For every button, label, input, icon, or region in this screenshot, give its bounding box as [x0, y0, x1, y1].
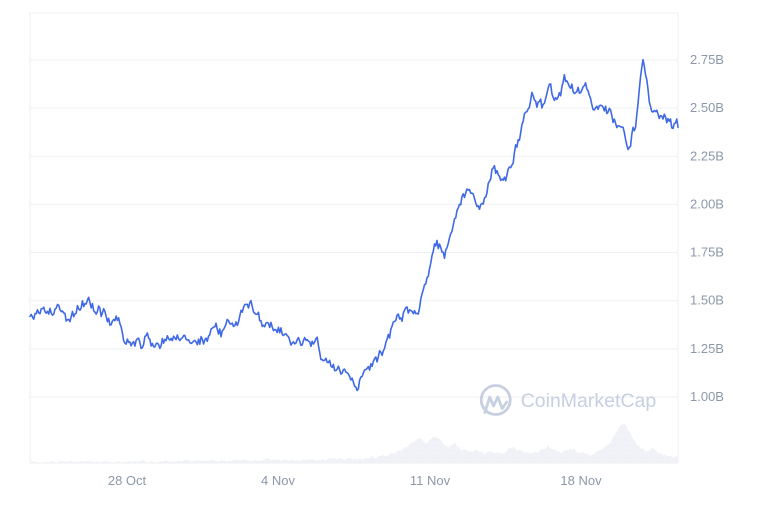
svg-text:2.25B: 2.25B: [690, 148, 724, 163]
svg-text:2.75B: 2.75B: [690, 52, 724, 67]
svg-text:4 Nov: 4 Nov: [261, 473, 295, 488]
svg-text:CoinMarketCap: CoinMarketCap: [521, 390, 657, 412]
svg-text:1.00B: 1.00B: [690, 389, 724, 404]
svg-text:1.25B: 1.25B: [690, 341, 724, 356]
svg-text:2.00B: 2.00B: [690, 196, 724, 211]
svg-text:18 Nov: 18 Nov: [560, 473, 602, 488]
svg-text:28 Oct: 28 Oct: [108, 473, 147, 488]
svg-text:11 Nov: 11 Nov: [410, 473, 451, 488]
svg-text:1.75B: 1.75B: [690, 245, 724, 260]
svg-text:1.50B: 1.50B: [690, 293, 724, 308]
svg-text:2.50B: 2.50B: [690, 100, 724, 115]
